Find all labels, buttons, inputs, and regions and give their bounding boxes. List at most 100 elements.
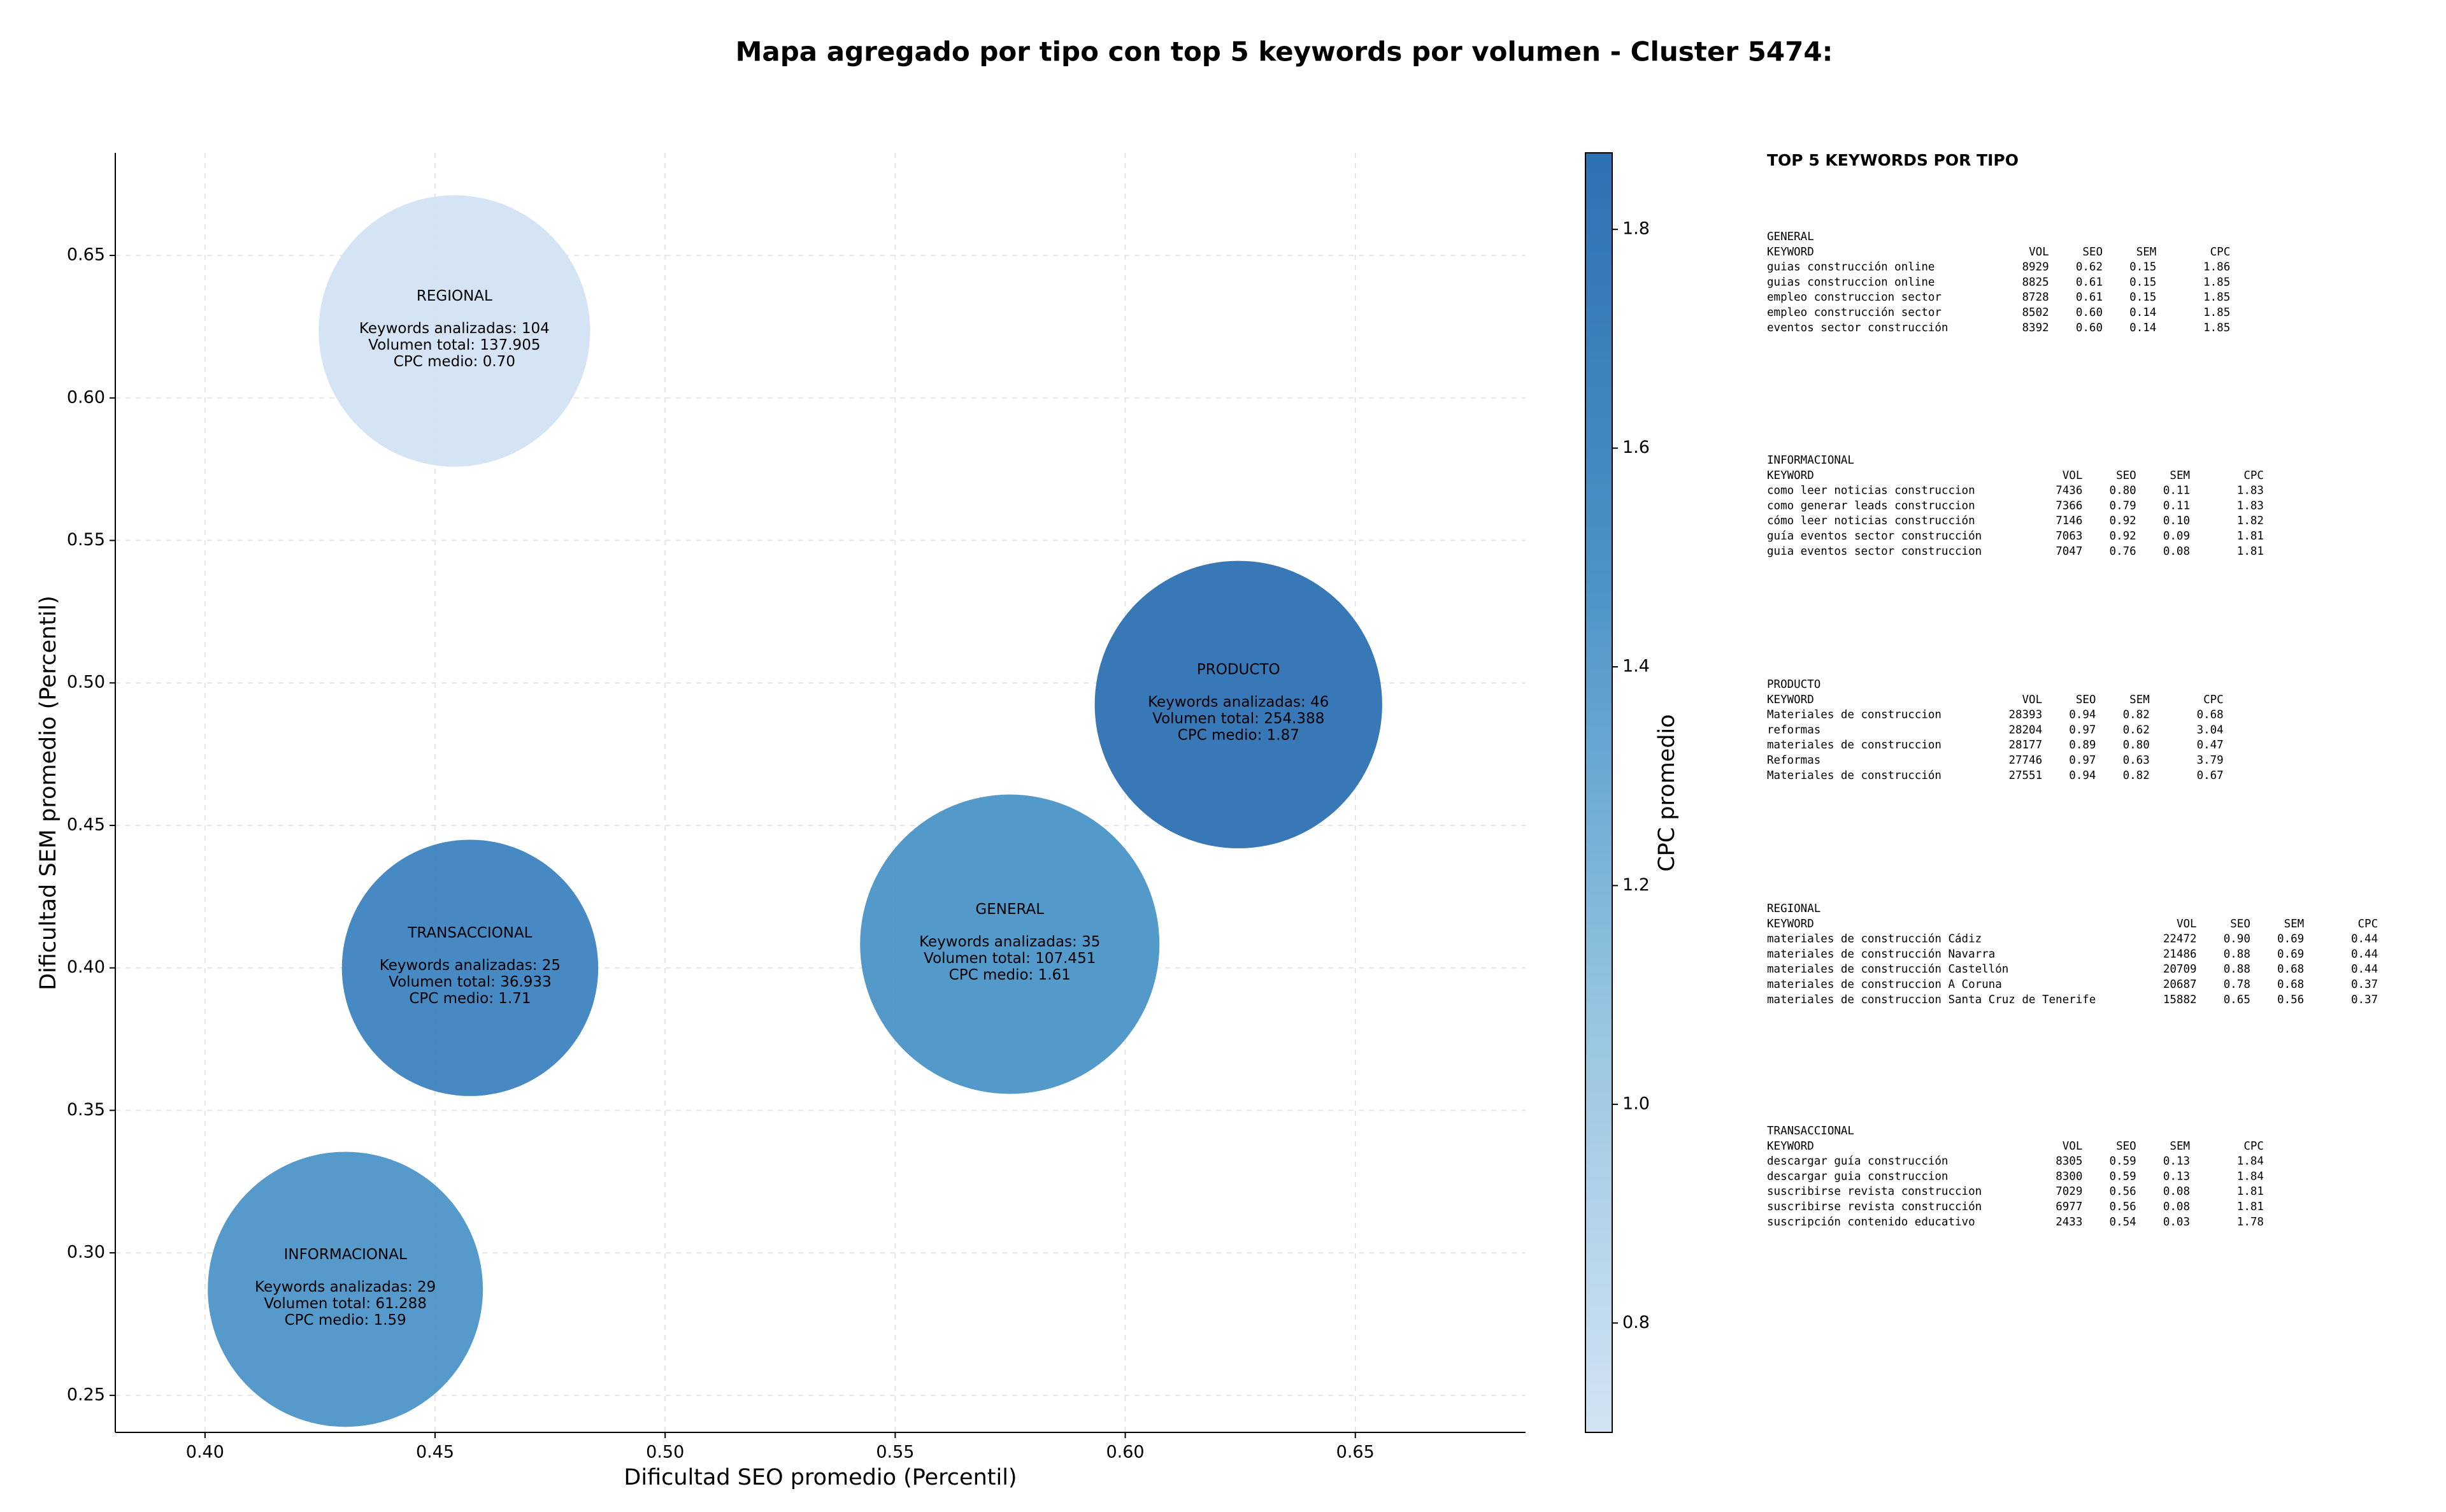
table-cell: 3.79	[2197, 754, 2224, 767]
x-tick-label: 0.40	[186, 1443, 224, 1462]
table-cell: 7436	[2056, 485, 2082, 497]
table-cell: 0.68	[2197, 709, 2224, 722]
table-cell: 0.54	[2110, 1216, 2136, 1229]
colorbar-label: CPC promedio	[1654, 714, 1680, 871]
table-cell: 0.15	[2129, 291, 2156, 304]
table-cell: 1.83	[2237, 499, 2264, 512]
table-cell: 6977	[2056, 1201, 2082, 1213]
table-cell: 1.84	[2237, 1155, 2264, 1168]
table-cell: 0.08	[2163, 1201, 2190, 1213]
table-cell: 0.61	[2076, 291, 2103, 304]
colorbar-tick-label: 1.2	[1622, 875, 1650, 895]
table-cell: materiales de construcción Cádiz	[1767, 933, 1982, 946]
bubble-label: CPC medio: 1.87	[1178, 727, 1299, 744]
table-cell: 0.62	[2123, 724, 2150, 736]
table-cell: 8825	[2022, 276, 2049, 289]
column-header: CPC	[2243, 1140, 2264, 1153]
table-cell: 0.47	[2197, 739, 2224, 752]
bubble-label: PRODUCTO	[1197, 662, 1280, 678]
table-cell: 0.11	[2163, 485, 2190, 497]
column-header: SEO	[2230, 918, 2250, 931]
table-cell: 28393	[2008, 709, 2042, 722]
section-name: REGIONAL	[1767, 902, 1820, 915]
column-header: KEYWORD	[1767, 918, 1814, 931]
column-header: SEO	[2082, 246, 2103, 259]
colorbar	[1585, 152, 1613, 1433]
table-cell: 1.82	[2237, 515, 2264, 527]
column-header: CPC	[2358, 918, 2378, 931]
table-cell: 2433	[2056, 1216, 2082, 1229]
column-header: VOL	[2022, 694, 2043, 706]
table-cell: materiales de construcción Navarra	[1767, 948, 1995, 960]
table-cell: 0.44	[2351, 948, 2378, 960]
table-cell: 0.13	[2163, 1155, 2190, 1168]
table-cell: 0.60	[2076, 306, 2103, 319]
table-cell: 1.85	[2203, 291, 2230, 304]
table-cell: como generar leads construccion	[1767, 499, 1975, 512]
table-cell: 0.82	[2123, 769, 2150, 782]
table-cell: 8502	[2022, 306, 2049, 319]
table-cell: 0.10	[2163, 515, 2190, 527]
table-cell: 27746	[2008, 754, 2042, 767]
table-cell: 0.78	[2224, 978, 2250, 991]
table-cell: 28177	[2008, 739, 2042, 752]
column-header: SEM	[2136, 246, 2157, 259]
y-tick-label: 0.30	[67, 1243, 105, 1262]
column-header: VOL	[2063, 1140, 2083, 1153]
table-cell: 0.88	[2224, 948, 2250, 960]
bubble-label: Keywords analizadas: 35	[919, 934, 1100, 950]
table-cell: 0.79	[2110, 499, 2136, 512]
bubble-label: Volumen total: 137.905	[368, 337, 540, 353]
table-cell: 0.97	[2069, 754, 2096, 767]
column-header: SEO	[2116, 1140, 2136, 1153]
table-cell: 7063	[2056, 530, 2082, 543]
column-header: VOL	[2029, 246, 2049, 259]
table-cell: Materiales de construcción	[1767, 769, 1942, 782]
table-cell: 1.81	[2237, 530, 2264, 543]
table-cell: 0.63	[2123, 754, 2150, 767]
table-cell: 0.15	[2129, 276, 2156, 289]
table-cell: 21486	[2163, 948, 2197, 960]
table-cell: como leer noticias construccion	[1767, 485, 1975, 497]
table-cell: 0.60	[2076, 322, 2103, 334]
y-axis-label: Dificultad SEM promedio (Percentil)	[36, 596, 61, 990]
y-tick-label: 0.35	[67, 1100, 105, 1120]
bubble	[318, 195, 590, 467]
bubble	[1094, 560, 1382, 848]
table-cell: 0.56	[2110, 1201, 2136, 1213]
x-tick-label: 0.55	[876, 1443, 914, 1462]
table-cell: 1.81	[2237, 1185, 2264, 1198]
bubble-label: CPC medio: 0.70	[394, 353, 515, 370]
chart-title: Mapa agregado por tipo con top 5 keyword…	[736, 36, 1833, 68]
table-cell: 0.82	[2123, 709, 2150, 722]
table-cell: 8929	[2022, 261, 2049, 274]
table-cell: eventos sector construcción	[1767, 322, 1948, 334]
table-cell: 0.92	[2110, 530, 2136, 543]
table-cell: empleo construccion sector	[1767, 291, 1942, 304]
colorbar-tick-label: 1.6	[1622, 438, 1650, 457]
bubble-label: CPC medio: 1.71	[409, 990, 531, 1007]
table-cell: 8392	[2022, 322, 2049, 334]
table-cell: 0.59	[2110, 1155, 2136, 1168]
column-header: SEO	[2076, 694, 2096, 706]
bubble	[208, 1152, 483, 1427]
table-cell: 0.03	[2163, 1216, 2190, 1229]
table-cell: 0.65	[2224, 994, 2250, 1006]
column-header: KEYWORD	[1767, 694, 1814, 706]
table-cell: 0.08	[2163, 1185, 2190, 1198]
bubble-label: INFORMACIONAL	[284, 1246, 407, 1263]
table-cell: materiales de construccion Santa Cruz de…	[1767, 994, 2096, 1006]
table-cell: 0.37	[2351, 994, 2378, 1006]
table-cell: 0.68	[2277, 978, 2304, 991]
table-cell: 0.97	[2069, 724, 2096, 736]
bubble-label: Volumen total: 107.451	[924, 950, 1096, 967]
table-cell: 1.81	[2237, 1201, 2264, 1213]
panel-title: TOP 5 KEYWORDS POR TIPO	[1767, 151, 2019, 169]
bubble-label: Volumen total: 61.288	[264, 1295, 427, 1312]
table-cell: 0.44	[2351, 963, 2378, 976]
table-cell: 0.80	[2123, 739, 2150, 752]
x-tick-label: 0.45	[416, 1443, 454, 1462]
table-cell: suscripción contenido educativo	[1767, 1216, 1975, 1229]
table-cell: 8305	[2056, 1155, 2082, 1168]
x-tick-label: 0.50	[646, 1443, 684, 1462]
